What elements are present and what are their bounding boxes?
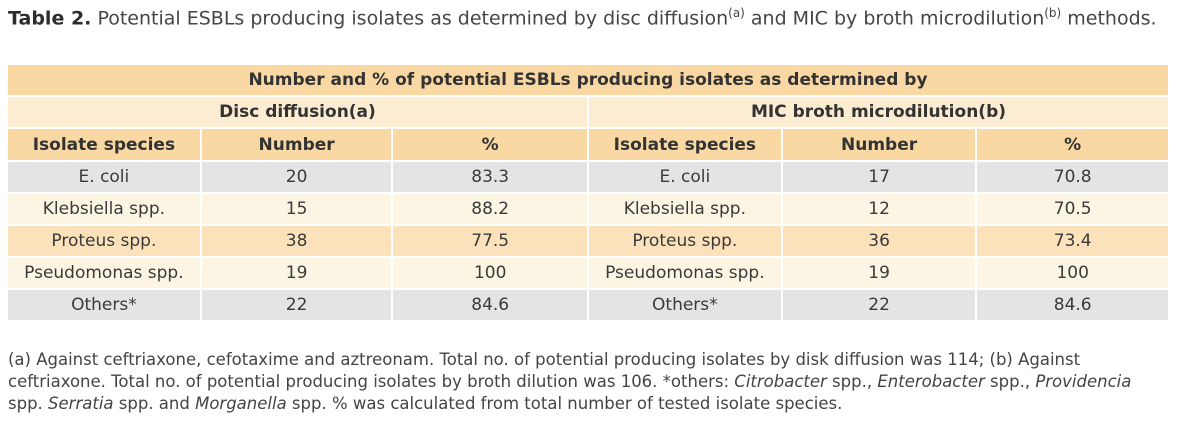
cell: Others* bbox=[8, 290, 200, 320]
cell: 70.5 bbox=[977, 194, 1168, 224]
column-header: Isolate species bbox=[8, 129, 200, 160]
cell: Pseudomonas spp. bbox=[588, 258, 781, 288]
data-row: E. coli 20 83.3 E. coli 17 70.8 bbox=[8, 162, 1168, 192]
cell: Klebsiella spp. bbox=[588, 194, 781, 224]
cell: 22 bbox=[782, 290, 976, 320]
caption-text: Potential ESBLs producing isolates as de… bbox=[97, 7, 729, 30]
cell: Klebsiella spp. bbox=[8, 194, 200, 224]
footnote: (a) Against ceftriaxone, cefotaxime and … bbox=[8, 349, 1170, 415]
footnote-text: spp. % was calculated from total number … bbox=[286, 394, 843, 413]
cell: E. coli bbox=[8, 162, 200, 192]
caption-label: Table 2. bbox=[8, 7, 92, 30]
table: Number and % of potential ESBLs producin… bbox=[6, 63, 1170, 322]
caption-text: and MIC by broth microdilution bbox=[744, 7, 1045, 30]
cell: 88.2 bbox=[393, 194, 587, 224]
cell: 84.6 bbox=[393, 290, 587, 320]
data-row: Others* 22 84.6 Others* 22 84.6 bbox=[8, 290, 1168, 320]
footnote-italic: Serratia bbox=[48, 394, 114, 413]
cell: 70.8 bbox=[977, 162, 1168, 192]
caption-superscript: (a) bbox=[728, 6, 745, 20]
data-row: Klebsiella spp. 15 88.2 Klebsiella spp. 12 70… bbox=[8, 194, 1168, 224]
footnote-text: spp. bbox=[8, 394, 49, 413]
cell: Proteus spp. bbox=[588, 226, 781, 256]
footnote-text: spp., bbox=[826, 372, 878, 391]
caption-text: methods. bbox=[1061, 7, 1157, 30]
column-row: Isolate species Number% Isolate species Num… bbox=[8, 129, 1168, 160]
footnote-text: spp. and bbox=[113, 394, 196, 413]
cell: 77.5 bbox=[393, 226, 587, 256]
cell: 73.4 bbox=[977, 226, 1168, 256]
cell: 19 bbox=[782, 258, 976, 288]
cell: 100 bbox=[977, 258, 1168, 288]
column-header: Number bbox=[201, 129, 392, 160]
column-header: % bbox=[393, 129, 587, 160]
caption: Table 2. Potential ESBLs producing isola… bbox=[8, 6, 1157, 29]
cell: 36 bbox=[782, 226, 976, 256]
cell: 15 bbox=[201, 194, 392, 224]
footnote-italic: Enterobacter bbox=[877, 372, 985, 391]
cell: Others* bbox=[588, 290, 781, 320]
cell: 38 bbox=[201, 226, 392, 256]
cell: 19 bbox=[201, 258, 392, 288]
group-header: MIC broth microdilution(b) bbox=[588, 97, 1168, 127]
cell: 22 bbox=[201, 290, 392, 320]
cell: 17 bbox=[782, 162, 976, 192]
column-header: Number bbox=[782, 129, 976, 160]
cell: 84.6 bbox=[977, 290, 1168, 320]
title-row: Number and % of potential ESBLs producin… bbox=[8, 65, 1168, 95]
footnote-italic: Morganella bbox=[195, 394, 287, 413]
cell: 100 bbox=[393, 258, 587, 288]
footnote-italic: Citrobacter bbox=[734, 372, 827, 391]
cell: 12 bbox=[782, 194, 976, 224]
caption-superscript: (b) bbox=[1044, 6, 1062, 20]
column-header: % bbox=[977, 129, 1168, 160]
cell: 83.3 bbox=[393, 162, 587, 192]
cell: 20 bbox=[201, 162, 392, 192]
footnote-text: spp., bbox=[984, 372, 1036, 391]
cell: Pseudomonas spp. bbox=[8, 258, 200, 288]
column-header: Isolate species bbox=[588, 129, 781, 160]
data-row: Pseudomonas spp. 19 100 Pseudomonas spp. 19 1… bbox=[8, 258, 1168, 288]
data-row: Proteus spp. 38 77.5 Proteus spp. 36 73.4 bbox=[8, 226, 1168, 256]
footnote-italic: Providencia bbox=[1035, 372, 1132, 391]
footnote-text: (a) Against ceftriaxone, cefotaxime and … bbox=[8, 350, 1081, 391]
table-title: Number and % of potential ESBLs producin… bbox=[8, 65, 1168, 95]
cell: Proteus spp. bbox=[8, 226, 200, 256]
group-row: Disc diffusion(a) MIC broth microdilution… bbox=[8, 97, 1168, 127]
cell: E. coli bbox=[588, 162, 781, 192]
group-header: Disc diffusion(a) bbox=[8, 97, 587, 127]
